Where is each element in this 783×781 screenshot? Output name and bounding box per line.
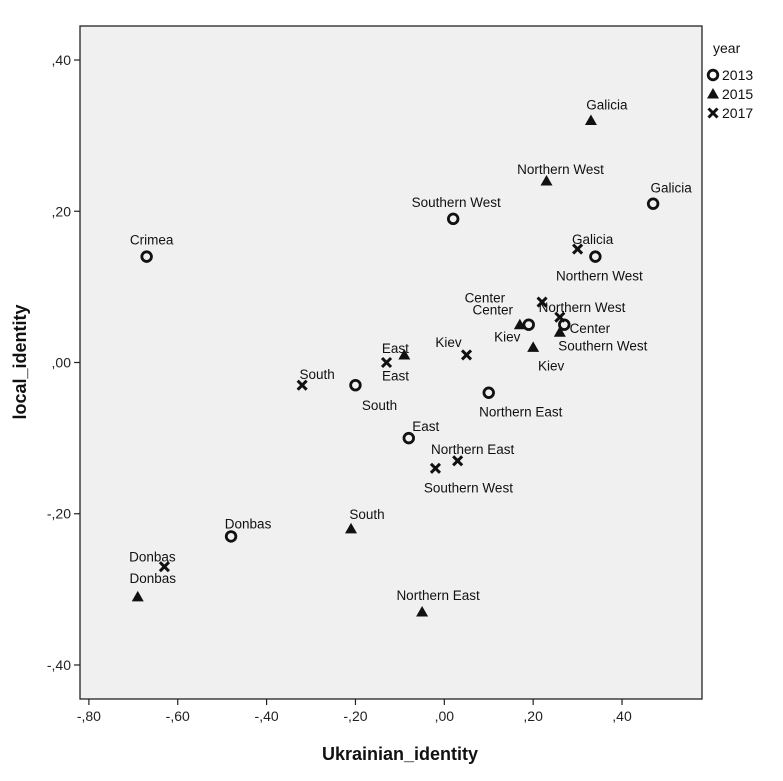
data-point	[482, 386, 495, 399]
x-tick-label: -,60	[166, 708, 190, 724]
data-point	[429, 462, 441, 474]
legend-marker	[707, 88, 719, 99]
data-label: Southern West	[412, 195, 501, 210]
y-tick-label: -,40	[47, 657, 71, 673]
data-label: Southern West	[558, 338, 647, 353]
data-label: Crimea	[130, 233, 174, 248]
legend-entry-label: 2015	[722, 86, 753, 102]
data-label: Center	[472, 303, 513, 318]
data-point	[416, 606, 429, 617]
data-point	[447, 212, 460, 226]
data-point	[131, 590, 144, 602]
data-point	[345, 522, 358, 534]
data-point	[402, 431, 415, 445]
data-label: South	[300, 367, 335, 382]
data-point	[646, 197, 660, 210]
data-point	[540, 175, 553, 186]
data-labels: Crimea Southern West Galicia Northern West C…	[129, 98, 692, 604]
data-label: Center	[465, 291, 506, 306]
data-point	[527, 341, 540, 352]
legend-entry-label: 2017	[722, 105, 753, 121]
data-point	[380, 356, 393, 369]
x-tick-label: ,40	[612, 708, 632, 724]
y-tick-label: ,00	[52, 355, 72, 371]
data-point	[553, 326, 566, 337]
data-label: Southern West	[424, 480, 513, 495]
y-tick-label: ,40	[52, 52, 72, 68]
data-point	[349, 378, 362, 392]
data-label: East	[412, 419, 439, 434]
data-label: Kiev	[435, 335, 462, 350]
legend-marker	[706, 68, 720, 82]
x-tick-label: ,20	[523, 708, 543, 724]
data-label: Kiev	[494, 330, 521, 345]
data-point	[513, 318, 526, 330]
x-tick-label: -,20	[343, 708, 367, 724]
data-label: South	[349, 507, 384, 522]
data-label: Center	[570, 321, 611, 336]
y-tick-label: -,20	[47, 506, 71, 522]
data-label: East	[382, 369, 409, 384]
x-tick-label: -,80	[77, 708, 101, 724]
data-point	[522, 318, 535, 331]
data-label: Northern East	[396, 588, 480, 603]
data-label: Galicia	[572, 232, 614, 247]
data-point	[572, 243, 584, 255]
legend-entry-label: 2013	[722, 67, 753, 83]
data-label: South	[362, 398, 397, 413]
data-point	[398, 348, 411, 360]
data-point	[554, 311, 566, 323]
y-tick-label: ,20	[52, 203, 72, 219]
legend-title: year	[713, 40, 741, 56]
data-point	[296, 379, 308, 391]
data-label: Donbas	[129, 571, 176, 586]
data-point	[158, 561, 170, 573]
data-label: Northern East	[479, 405, 563, 420]
data-point	[460, 349, 473, 361]
data-point	[140, 250, 153, 263]
data-point	[452, 455, 464, 467]
x-tick-label: ,00	[435, 708, 455, 724]
data-point	[589, 250, 602, 263]
data-point	[584, 114, 597, 126]
x-tick-label: -,40	[255, 708, 279, 724]
data-label: Galicia	[586, 98, 628, 113]
data-label: Northern West	[517, 162, 604, 177]
x-axis-ticks: -,80 -,60 -,40 -,20 ,00 ,20 ,40	[77, 699, 632, 724]
legend: year 2013 2015 2017	[706, 40, 753, 121]
data-label: Kiev	[538, 358, 565, 373]
data-label: Donbas	[129, 550, 176, 565]
y-axis-ticks: ,40 ,20 ,00 -,20 -,40	[47, 52, 80, 673]
x-axis-title: Ukrainian_identity	[322, 744, 478, 764]
plot-area	[79, 25, 703, 700]
data-label: Galicia	[650, 181, 692, 196]
data-label: East	[382, 341, 409, 356]
data-point	[224, 530, 238, 543]
data-label: Northern East	[431, 442, 515, 457]
legend-marker	[707, 107, 719, 119]
data-label: Donbas	[225, 516, 272, 531]
data-label: Northern West	[539, 300, 626, 315]
data-points	[131, 114, 660, 617]
data-point	[536, 296, 548, 308]
y-axis-title: local_identity	[10, 304, 30, 419]
data-label: Northern West	[556, 269, 643, 284]
